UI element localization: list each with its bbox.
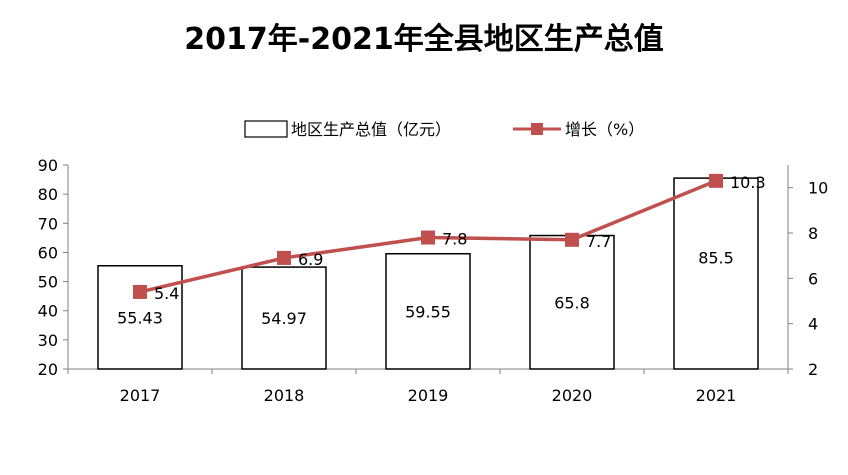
left-tick-label: 40 bbox=[38, 302, 58, 321]
legend-line-marker bbox=[531, 123, 543, 135]
left-tick-label: 90 bbox=[38, 156, 58, 175]
right-tick-label: 6 bbox=[808, 269, 818, 288]
bar bbox=[673, 177, 759, 370]
x-tick-label: 2020 bbox=[552, 386, 593, 405]
growth-marker bbox=[133, 284, 147, 299]
growth-marker bbox=[277, 250, 291, 265]
right-tick-label: 8 bbox=[808, 224, 818, 243]
bar-value-label: 65.8 bbox=[554, 293, 590, 312]
growth-value-label: 7.8 bbox=[442, 230, 467, 249]
left-tick-label: 70 bbox=[38, 214, 58, 233]
bar bbox=[97, 264, 183, 370]
legend: 地区生产总值（亿元） 增长（%） bbox=[244, 120, 644, 139]
right-tick-label: 4 bbox=[808, 315, 818, 334]
legend-line-label: 增长（%） bbox=[565, 120, 644, 139]
legend-bar-swatch bbox=[244, 120, 288, 138]
left-tick-label: 20 bbox=[38, 360, 58, 379]
bar-value-label: 54.97 bbox=[261, 309, 307, 328]
axes: 20 30 40 50 60 70 80 90 2 4 6 8 10 2017 2018 2019 2020 20… bbox=[38, 156, 829, 405]
bar bbox=[385, 252, 471, 370]
x-tick-label: 2021 bbox=[696, 386, 737, 405]
bar bbox=[241, 266, 327, 370]
growth-value-label: 6.9 bbox=[298, 250, 323, 269]
legend-bar-label: 地区生产总值（亿元） bbox=[291, 120, 451, 139]
growth-marker bbox=[709, 173, 723, 188]
growth-value-label: 10.3 bbox=[730, 173, 766, 192]
chart-title: 2017年-2021年全县地区生产总值 bbox=[184, 22, 664, 57]
left-tick-label: 60 bbox=[38, 243, 58, 262]
left-tick-label: 80 bbox=[38, 185, 58, 204]
growth-marker bbox=[565, 232, 579, 247]
line-series bbox=[133, 173, 723, 299]
data-labels: 55.43 54.97 59.55 65.8 85.5 5.4 6.9 7.8 7.7 10.3 bbox=[117, 173, 766, 328]
x-tick-label: 2019 bbox=[408, 386, 449, 405]
growth-marker bbox=[421, 230, 435, 245]
x-tick-label: 2017 bbox=[120, 386, 161, 405]
growth-value-label: 7.7 bbox=[586, 232, 611, 251]
bar-value-label: 55.43 bbox=[117, 308, 163, 327]
left-tick-label: 30 bbox=[38, 331, 58, 350]
growth-value-label: 5.4 bbox=[154, 284, 179, 303]
right-tick-label: 10 bbox=[808, 179, 828, 198]
x-tick-label: 2018 bbox=[264, 386, 305, 405]
bar-value-label: 85.5 bbox=[698, 249, 734, 268]
bar-series bbox=[97, 177, 759, 370]
right-tick-label: 2 bbox=[808, 360, 818, 379]
bar-value-label: 59.55 bbox=[405, 302, 451, 321]
bar bbox=[529, 234, 615, 370]
left-tick-label: 50 bbox=[38, 273, 58, 292]
